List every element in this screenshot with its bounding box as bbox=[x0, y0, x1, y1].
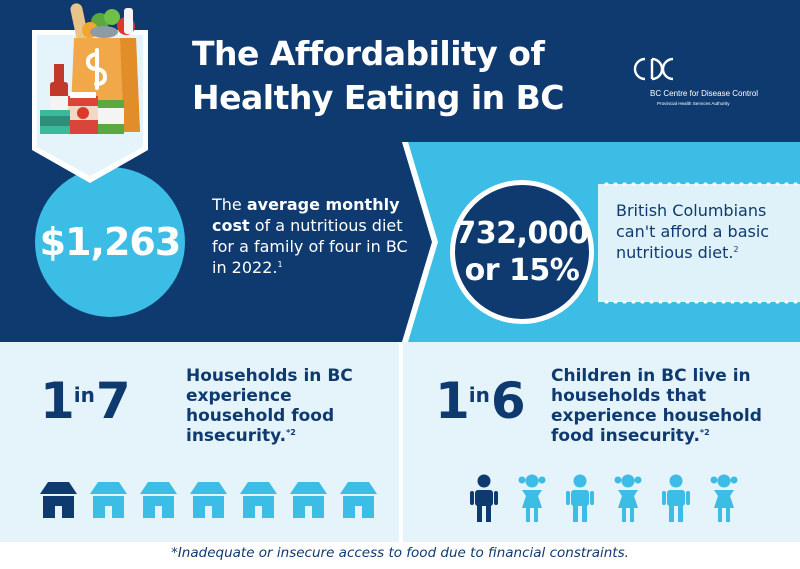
houses-row bbox=[40, 482, 377, 518]
house-icon bbox=[290, 482, 327, 518]
cost-text-bold: average monthly cost bbox=[212, 195, 400, 235]
households-ratio: 1in7 bbox=[40, 372, 131, 430]
logo-name: BC Centre for Disease Control bbox=[650, 89, 759, 98]
page-title-line1: The Affordability of bbox=[192, 34, 545, 73]
children-reference: *2 bbox=[699, 428, 710, 437]
households-description: Households in BC experience household fo… bbox=[186, 366, 386, 446]
child-icon bbox=[614, 474, 642, 522]
children-ratio: 1in6 bbox=[435, 372, 526, 430]
grocery-bag-icon bbox=[32, 3, 148, 183]
bccdc-logo-mark bbox=[633, 57, 674, 81]
cost-circle: $1,263 bbox=[35, 167, 185, 317]
house-icon bbox=[240, 482, 277, 518]
child-icon bbox=[518, 474, 546, 522]
cost-text-rest: of a nutritious diet for a family of fou… bbox=[212, 216, 408, 277]
children-numerator: 1 bbox=[435, 372, 470, 430]
households-reference: *2 bbox=[286, 428, 296, 437]
house-icon bbox=[90, 482, 127, 518]
child-icon bbox=[662, 474, 690, 522]
children-description: Children in BC live in households that e… bbox=[551, 366, 791, 446]
households-in: in bbox=[73, 383, 95, 407]
households-denominator: 7 bbox=[95, 372, 131, 430]
households-numerator: 1 bbox=[40, 372, 75, 430]
house-icon bbox=[340, 482, 377, 518]
stats-band: $1,263 The average monthly cost of a nut… bbox=[0, 142, 800, 342]
afford-value-line1: 732,000 bbox=[455, 216, 589, 251]
children-in: in bbox=[468, 383, 490, 407]
house-icon bbox=[40, 482, 77, 518]
cost-description: The average monthly cost of a nutritious… bbox=[212, 194, 422, 278]
children-row bbox=[469, 474, 739, 522]
afford-circle: 732,000 or 15% bbox=[450, 180, 594, 324]
afford-value-line2: or 15% bbox=[464, 253, 580, 288]
cost-text-pre: The bbox=[212, 195, 247, 214]
page-title-line2: Healthy Eating in BC bbox=[192, 78, 565, 117]
child-icon bbox=[566, 474, 594, 522]
house-icon bbox=[190, 482, 227, 518]
cost-reference: 1 bbox=[277, 260, 283, 269]
afford-text: British Columbians can't afford a basic … bbox=[616, 201, 770, 262]
children-denominator: 6 bbox=[490, 372, 526, 430]
bccdc-logo: BC Centre for Disease Control Provincial… bbox=[633, 57, 760, 118]
footnote: *Inadequate or insecure access to food d… bbox=[0, 542, 800, 569]
child-icon bbox=[470, 474, 498, 522]
afford-description: British Columbians can't afford a basic … bbox=[616, 200, 796, 263]
children-panel: 1in6 Children in BC live in households t… bbox=[403, 342, 800, 542]
households-text: Households in BC experience household fo… bbox=[186, 366, 353, 446]
afford-reference: 2 bbox=[733, 245, 739, 254]
logo-subtitle: Provincial Health Services Authority bbox=[657, 101, 730, 106]
households-panel: 1in7 Households in BC experience househo… bbox=[0, 342, 399, 542]
house-icon bbox=[140, 482, 177, 518]
child-icon bbox=[710, 474, 738, 522]
children-text: Children in BC live in households that e… bbox=[551, 366, 762, 446]
cost-value: $1,263 bbox=[39, 220, 182, 264]
